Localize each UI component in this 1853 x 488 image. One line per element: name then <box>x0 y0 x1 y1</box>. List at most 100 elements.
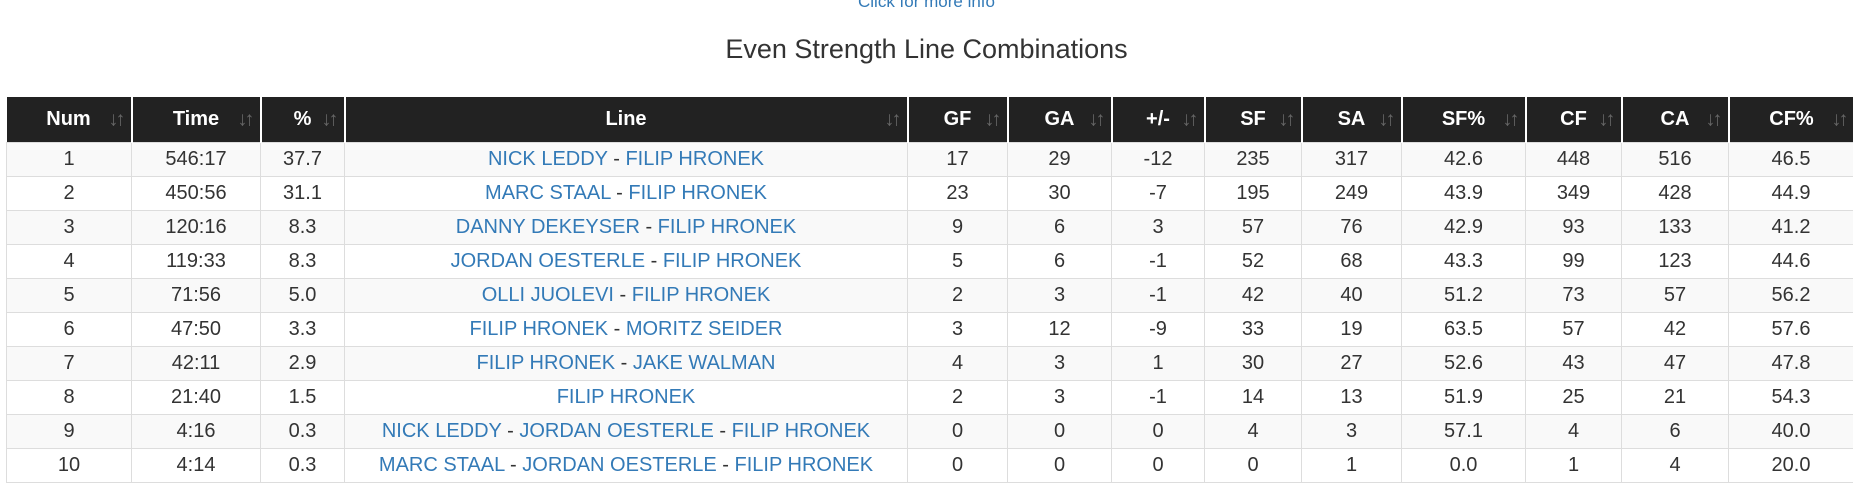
cell-cfp: 20.0 <box>1728 448 1853 483</box>
player-link[interactable]: OLLI JUOLEVI <box>481 284 614 306</box>
cell-gf: 17 <box>907 142 1008 177</box>
column-header-cf[interactable]: CF ↓↑ <box>1525 97 1623 143</box>
player-link[interactable]: DANNY DEKEYSER <box>455 216 640 238</box>
column-header-label: SA <box>1337 108 1366 130</box>
cell-ga: 0 <box>1007 414 1112 449</box>
cell-sf: 0 <box>1204 448 1302 483</box>
separator: - <box>608 318 626 340</box>
sort-arrows-icon[interactable]: ↓↑ <box>1378 108 1396 130</box>
cell-gf: 5 <box>907 244 1008 279</box>
cell-num: 9 <box>6 414 132 449</box>
cell-time: 120:16 <box>131 210 261 245</box>
line-cell: OLLI JUOLEVI - FILIP HRONEK <box>344 278 908 313</box>
player-link[interactable]: JORDAN OESTERLE <box>519 420 714 442</box>
cell-cfp: 41.2 <box>1728 210 1853 245</box>
column-header-label: Time <box>172 108 220 130</box>
player-link[interactable]: FILIP HRONEK <box>657 216 797 238</box>
column-header-gf[interactable]: GF ↓↑ <box>907 97 1009 143</box>
player-link[interactable]: FILIP HRONEK <box>628 182 767 204</box>
cell-sa: 19 <box>1301 312 1402 347</box>
column-header-line[interactable]: Line ↓↑ <box>344 97 909 143</box>
sort-arrows-icon[interactable]: ↓↑ <box>237 108 255 130</box>
cell-pm: 0 <box>1111 448 1205 483</box>
player-link[interactable]: FILIP HRONEK <box>731 420 871 442</box>
cell-sa: 40 <box>1301 278 1402 313</box>
cell-ca: 4 <box>1621 448 1729 483</box>
sort-arrows-icon[interactable]: ↓↑ <box>1278 108 1296 130</box>
cell-time: 119:33 <box>131 244 261 279</box>
table-row: 7 42:11 2.9 FILIP HRONEK - JAKE WALMAN 4 3 1 30… <box>6 346 1853 381</box>
player-link[interactable]: FILIP HRONEK <box>662 250 802 272</box>
column-header-plus-minus[interactable]: +/- ↓↑ <box>1111 97 1206 143</box>
cell-time: 21:40 <box>131 380 261 415</box>
separator: - <box>504 454 523 476</box>
cell-time: 47:50 <box>131 312 261 347</box>
cell-cfp: 56.2 <box>1728 278 1853 313</box>
cell-sfp: 43.9 <box>1401 176 1526 211</box>
cell-ca: 123 <box>1621 244 1729 279</box>
player-link[interactable]: FILIP HRONEK <box>625 148 764 170</box>
cell-pm: -7 <box>1111 176 1205 211</box>
cell-ga: 6 <box>1007 244 1112 279</box>
cell-num: 5 <box>6 278 132 313</box>
column-header-time[interactable]: Time ↓↑ <box>131 97 262 143</box>
sort-arrows-icon[interactable]: ↓↑ <box>884 108 902 130</box>
player-link[interactable]: NICK LEDDY <box>487 148 608 170</box>
cell-cf: 448 <box>1525 142 1622 177</box>
cell-pct: 0.3 <box>260 448 345 483</box>
cell-num: 8 <box>6 380 132 415</box>
column-header-sa[interactable]: SA ↓↑ <box>1301 97 1403 143</box>
cell-time: 4:16 <box>131 414 261 449</box>
sort-arrows-icon[interactable]: ↓↑ <box>1181 108 1199 130</box>
player-link[interactable]: JORDAN OESTERLE <box>450 250 646 272</box>
cell-pm: -1 <box>1111 380 1205 415</box>
player-link[interactable]: FILIP HRONEK <box>476 352 616 374</box>
cell-time: 71:56 <box>131 278 261 313</box>
table-row: 3 120:16 8.3 DANNY DEKEYSER - FILIP HRONEK 9… <box>6 210 1853 245</box>
cell-ga: 12 <box>1007 312 1112 347</box>
sort-arrows-icon[interactable]: ↓↑ <box>1831 108 1849 130</box>
sort-arrows-icon[interactable]: ↓↑ <box>984 108 1002 130</box>
sort-arrows-icon[interactable]: ↓↑ <box>108 108 126 130</box>
player-link[interactable]: FILIP HRONEK <box>469 318 609 340</box>
cell-gf: 3 <box>907 312 1008 347</box>
cell-cf: 349 <box>1525 176 1622 211</box>
sort-arrows-icon[interactable]: ↓↑ <box>1502 108 1520 130</box>
cell-ca: 428 <box>1621 176 1729 211</box>
player-link[interactable]: MORITZ SEIDER <box>625 318 783 340</box>
cell-sf: 33 <box>1204 312 1302 347</box>
player-link[interactable]: FILIP HRONEK <box>631 284 771 306</box>
cell-ga: 30 <box>1007 176 1112 211</box>
cell-cfp: 40.0 <box>1728 414 1853 449</box>
separator: - <box>610 182 629 204</box>
player-link[interactable]: NICK LEDDY <box>381 420 502 442</box>
player-link[interactable]: FILIP HRONEK <box>734 454 874 476</box>
more-info-link[interactable]: Click for more info <box>858 0 995 11</box>
cell-sf: 235 <box>1204 142 1302 177</box>
sort-arrows-icon[interactable]: ↓↑ <box>1088 108 1106 130</box>
cell-pct: 5.0 <box>260 278 345 313</box>
sort-arrows-icon[interactable]: ↓↑ <box>1598 108 1616 130</box>
column-header-pct[interactable]: % ↓↑ <box>260 97 346 143</box>
cell-cf: 25 <box>1525 380 1622 415</box>
player-link[interactable]: MARC STAAL <box>485 182 611 204</box>
column-header-cfpct[interactable]: CF% ↓↑ <box>1728 97 1853 143</box>
column-header-num[interactable]: Num ↓↑ <box>6 97 133 143</box>
column-header-ca[interactable]: CA ↓↑ <box>1621 97 1730 143</box>
player-link[interactable]: JAKE WALMAN <box>632 352 776 374</box>
column-header-sfpct[interactable]: SF% ↓↑ <box>1401 97 1527 143</box>
line-cell: FILIP HRONEK - MORITZ SEIDER <box>344 312 908 347</box>
player-link[interactable]: MARC STAAL <box>378 454 505 476</box>
cell-ca: 47 <box>1621 346 1729 381</box>
sort-arrows-icon[interactable]: ↓↑ <box>1705 108 1723 130</box>
sort-arrows-icon[interactable]: ↓↑ <box>321 108 339 130</box>
player-link[interactable]: FILIP HRONEK <box>556 386 696 408</box>
table-row: 4 119:33 8.3 JORDAN OESTERLE - FILIP HRONEK… <box>6 244 1853 279</box>
cell-sf: 14 <box>1204 380 1302 415</box>
cell-pct: 8.3 <box>260 210 345 245</box>
player-link[interactable]: JORDAN OESTERLE <box>522 454 717 476</box>
column-header-sf[interactable]: SF ↓↑ <box>1204 97 1303 143</box>
cell-sf: 195 <box>1204 176 1302 211</box>
cell-gf: 23 <box>907 176 1008 211</box>
column-header-ga[interactable]: GA ↓↑ <box>1007 97 1113 143</box>
